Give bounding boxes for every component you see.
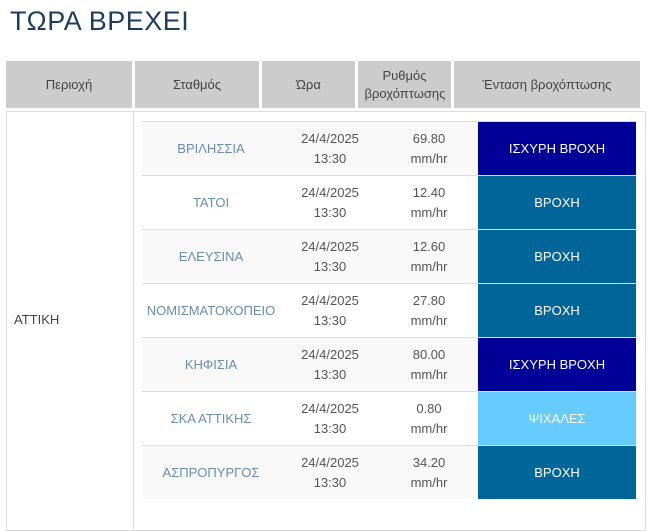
rate-unit: mm/hr: [410, 204, 448, 220]
time: 13:30: [313, 366, 347, 382]
table-row: ΣΚΑ ΑΤΤΙΚΗΣ 24/4/2025 13:30 0.80 mm/hr ΨΙΧ…: [142, 391, 636, 445]
time: 13:30: [313, 474, 347, 490]
intensity-badge: ΙΣΧΥΡΗ ΒΡΟΧΗ: [478, 122, 636, 175]
header-station: Σταθμός: [135, 61, 259, 108]
header-rate-label: Ρυθμός βροχόπτωσης: [364, 67, 446, 101]
intensity-badge: ΙΣΧΥΡΗ ΒΡΟΧΗ: [478, 338, 636, 391]
header-time: Ώρα: [262, 61, 355, 108]
date: 24/4/2025: [301, 454, 359, 470]
rate-unit: mm/hr: [410, 150, 448, 166]
rate-value: 0.80: [416, 400, 442, 416]
time-cell: 24/4/2025 13:30: [280, 392, 380, 445]
date: 24/4/2025: [301, 184, 359, 200]
table-row: ΝΟΜΙΣΜΑΤΟΚΟΠΕΙΟ 24/4/2025 13:30 27.80 mm/h…: [142, 283, 636, 337]
date: 24/4/2025: [301, 238, 359, 254]
rate-value: 80.00: [412, 346, 446, 362]
intensity-badge: ΒΡΟΧΗ: [478, 284, 636, 337]
time-cell: 24/4/2025 13:30: [280, 176, 380, 229]
rate-cell: 27.80 mm/hr: [380, 284, 478, 337]
time: 13:30: [313, 420, 347, 436]
rate-value: 27.80: [412, 292, 446, 308]
date: 24/4/2025: [301, 130, 359, 146]
station-name[interactable]: ΚΗΦΙΣΙΑ: [184, 356, 238, 372]
date: 24/4/2025: [301, 400, 359, 416]
table-row: ΑΣΠΡΟΠΥΡΓΟΣ 24/4/2025 13:30 34.20 mm/hr ΒΡ…: [142, 445, 636, 499]
time: 13:30: [313, 150, 347, 166]
rate-cell: 34.20 mm/hr: [380, 446, 478, 499]
time-cell: 24/4/2025 13:30: [280, 284, 380, 337]
header-rate: Ρυθμός βροχόπτωσης: [358, 61, 451, 108]
station-name[interactable]: ΑΣΠΡΟΠΥΡΓΟΣ: [162, 464, 260, 480]
station-name[interactable]: ΕΛΕΥΣΙΝΑ: [178, 248, 244, 264]
time-cell: 24/4/2025 13:30: [280, 230, 380, 283]
rate-value: 12.40: [412, 184, 446, 200]
rate-unit: mm/hr: [410, 474, 448, 490]
intensity-badge: ΒΡΟΧΗ: [478, 230, 636, 283]
rate-cell: 12.60 mm/hr: [380, 230, 478, 283]
rate-cell: 69.80 mm/hr: [380, 122, 478, 175]
header-intensity: Ένταση βροχόπτωσης: [454, 61, 640, 108]
time-cell: 24/4/2025 13:30: [280, 338, 380, 391]
table-row: ΕΛΕΥΣΙΝΑ 24/4/2025 13:30 12.60 mm/hr ΒΡΟΧΗ: [142, 229, 636, 283]
rate-unit: mm/hr: [410, 420, 448, 436]
rate-cell: 80.00 mm/hr: [380, 338, 478, 391]
table-row: ΒΡΙΛΗΣΣΙΑ 24/4/2025 13:30 69.80 mm/hr ΙΣΧΥ…: [142, 121, 636, 175]
time: 13:30: [313, 258, 347, 274]
intensity-badge: ΒΡΟΧΗ: [478, 176, 636, 229]
rate-unit: mm/hr: [410, 258, 448, 274]
table-row: ΚΗΦΙΣΙΑ 24/4/2025 13:30 80.00 mm/hr ΙΣΧΥΡΗ…: [142, 337, 636, 391]
date: 24/4/2025: [301, 346, 359, 362]
intensity-badge: ΒΡΟΧΗ: [478, 446, 636, 499]
time-cell: 24/4/2025 13:30: [280, 446, 380, 499]
time-cell: 24/4/2025 13:30: [280, 122, 380, 175]
page-title: ΤΩΡΑ ΒΡΕΧΕΙ: [10, 6, 190, 36]
region-cell: [6, 111, 134, 531]
date: 24/4/2025: [301, 292, 359, 308]
station-name[interactable]: ΣΚΑ ΑΤΤΙΚΗΣ: [170, 410, 252, 426]
rate-cell: 12.40 mm/hr: [380, 176, 478, 229]
station-name[interactable]: ΒΡΙΛΗΣΣΙΑ: [177, 140, 245, 156]
rate-unit: mm/hr: [410, 366, 448, 382]
rate-value: 12.60: [412, 238, 446, 254]
rate-unit: mm/hr: [410, 312, 448, 328]
region-label: ΑΤΤΙΚΗ: [14, 312, 60, 327]
station-name[interactable]: ΝΟΜΙΣΜΑΤΟΚΟΠΕΙΟ: [146, 302, 276, 318]
table-row: ΤΑΤΟΙ 24/4/2025 13:30 12.40 mm/hr ΒΡΟΧΗ: [142, 175, 636, 229]
rate-value: 69.80: [412, 130, 446, 146]
header-region: Περιοχή: [6, 61, 132, 108]
time: 13:30: [313, 312, 347, 328]
station-name[interactable]: ΤΑΤΟΙ: [192, 194, 230, 210]
time: 13:30: [313, 204, 347, 220]
rate-cell: 0.80 mm/hr: [380, 392, 478, 445]
intensity-badge: ΨΙΧΑΛΕΣ: [478, 392, 636, 445]
rate-value: 34.20: [412, 454, 446, 470]
station-table: ΒΡΙΛΗΣΣΙΑ 24/4/2025 13:30 69.80 mm/hr ΙΣΧΥ…: [142, 121, 636, 499]
